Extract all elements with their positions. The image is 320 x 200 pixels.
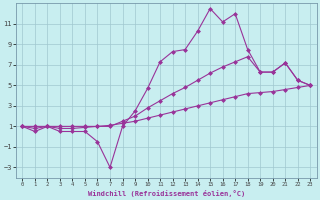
X-axis label: Windchill (Refroidissement éolien,°C): Windchill (Refroidissement éolien,°C) <box>88 190 245 197</box>
